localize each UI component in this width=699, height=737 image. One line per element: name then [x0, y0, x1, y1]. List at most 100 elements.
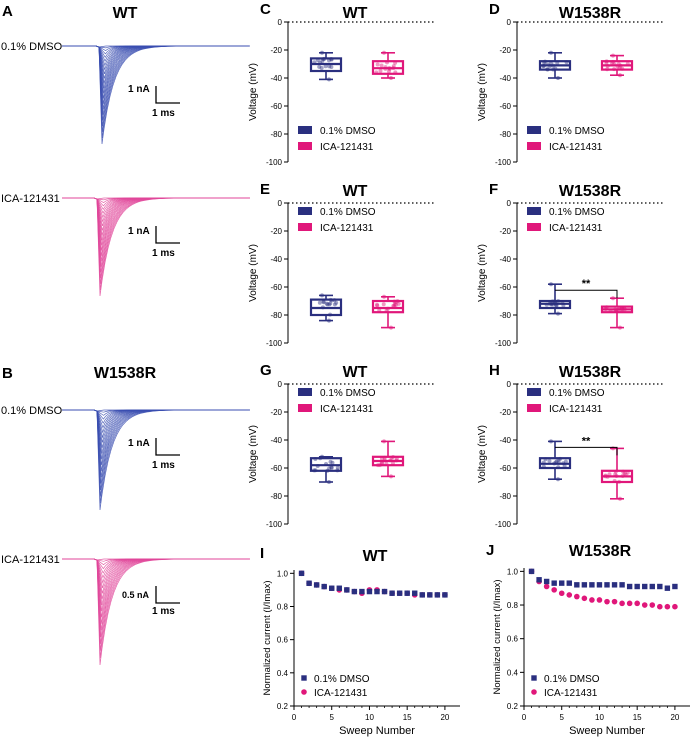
data-point [378, 68, 383, 73]
y-tick-label: -40 [270, 74, 282, 83]
data-point [375, 463, 380, 468]
data-point [611, 53, 615, 58]
data-point [622, 471, 627, 476]
data-point [554, 303, 559, 308]
current-trace [62, 197, 249, 215]
data-point [603, 307, 608, 312]
legend-label: 0.1% DMSO [549, 207, 605, 218]
scalebar-b-ica-ms: 1 ms [152, 606, 175, 617]
data-point [614, 308, 619, 313]
y-tick-label: -40 [270, 436, 282, 445]
panel-letter-c: C [260, 1, 271, 18]
data-point [553, 66, 558, 71]
data-point-dmso [611, 582, 618, 588]
data-point-ica [558, 590, 565, 597]
data-point [320, 50, 324, 55]
current-trace [62, 45, 250, 89]
data-point-ica [664, 603, 671, 610]
data-point [614, 474, 619, 479]
current-trace [62, 409, 249, 511]
data-point-dmso [389, 590, 395, 596]
current-trace [62, 558, 249, 584]
data-point [623, 472, 628, 477]
data-point [330, 460, 335, 465]
data-point [382, 439, 386, 444]
y-tick-label: -60 [270, 464, 282, 473]
data-point [556, 465, 561, 470]
data-point [393, 300, 398, 305]
data-point-dmso [396, 590, 403, 596]
legend-swatch [527, 223, 541, 231]
legend-swatch [298, 126, 312, 134]
y-tick-label: -40 [270, 255, 282, 264]
y-tick-label: -60 [499, 283, 511, 292]
y-tick-label: -80 [499, 311, 511, 320]
data-point [620, 66, 625, 71]
data-point [613, 472, 618, 477]
panel-letter-e: E [260, 181, 270, 198]
significance-label: ** [582, 278, 591, 290]
data-point-dmso [412, 590, 418, 596]
scalebar-a-ica-ms: 1 ms [152, 248, 175, 259]
data-point [380, 461, 385, 466]
data-point [383, 66, 388, 71]
scalebar-a-dmso-ms: 1 ms [152, 108, 175, 119]
y-tick-label: 1.0 [507, 567, 519, 576]
data-point [620, 474, 625, 479]
data-point-ica [641, 602, 648, 608]
data-point [324, 301, 329, 306]
data-point-dmso [574, 582, 580, 588]
data-point [612, 479, 617, 484]
data-point [622, 307, 627, 312]
current-trace [62, 409, 249, 443]
data-point [329, 65, 334, 70]
panel-letter-a: A [2, 3, 13, 20]
data-point [323, 64, 328, 69]
data-point [322, 56, 327, 61]
current-trace [62, 409, 248, 460]
data-point-dmso [528, 568, 535, 575]
data-point [395, 299, 400, 304]
data-point [553, 460, 558, 465]
data-point [616, 307, 621, 312]
current-trace [62, 45, 248, 75]
y-tick-label: -40 [499, 74, 511, 83]
data-point [609, 60, 614, 65]
x-tick-label: 5 [330, 713, 335, 722]
data-point [392, 299, 397, 304]
data-point-dmso [321, 583, 327, 590]
data-point [384, 461, 389, 466]
data-point [605, 63, 610, 68]
data-point [619, 308, 624, 313]
data-point [392, 304, 397, 309]
current-trace [62, 558, 249, 594]
data-point-ica [596, 597, 603, 603]
y-tick-label: 0 [278, 380, 283, 389]
data-point [374, 70, 379, 75]
legend-swatch [298, 223, 312, 231]
chart-h: H W1538R 0 -20 -40 -60 -80 -100 Voltage (mV) ** 0.… [477, 362, 665, 529]
legend-label: 0.1% DMSO [320, 388, 376, 399]
data-point [545, 67, 550, 72]
data-point [385, 60, 390, 65]
panel-title-e: WT [343, 183, 368, 200]
current-trace [62, 558, 248, 612]
x-tick-label: 20 [670, 713, 679, 722]
data-point [541, 64, 546, 69]
y-tick-label: 0.4 [507, 668, 519, 677]
scalebar-b-dmso [155, 438, 180, 456]
legend-swatch [298, 388, 312, 396]
data-point [389, 474, 393, 479]
data-point [549, 50, 553, 55]
current-trace [62, 45, 249, 139]
data-point [382, 294, 386, 299]
current-trace [62, 45, 248, 79]
data-point [611, 59, 616, 64]
data-point [555, 61, 560, 66]
y-axis-label: Voltage (mV) [248, 244, 259, 302]
current-trace [62, 409, 248, 466]
y-tick-label: -20 [270, 46, 282, 55]
current-trace [62, 558, 249, 666]
data-point-dmso [298, 570, 305, 577]
data-point [549, 302, 554, 307]
